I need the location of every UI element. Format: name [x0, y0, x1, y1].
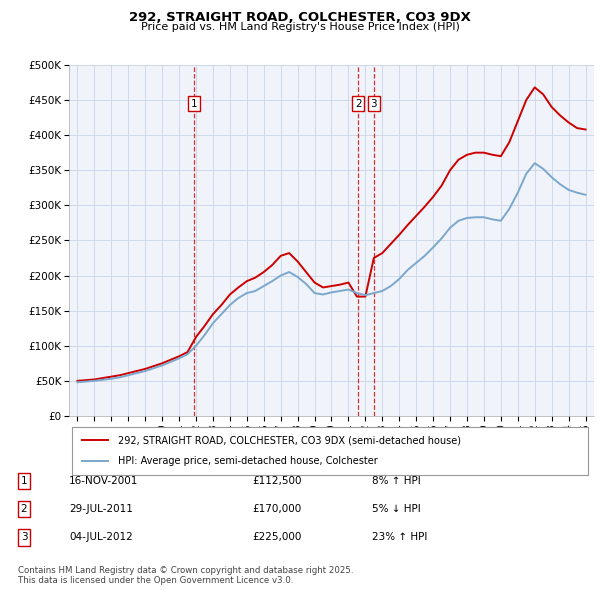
Text: 3: 3: [20, 533, 28, 542]
Text: 3: 3: [371, 99, 377, 109]
Text: 2: 2: [20, 504, 28, 514]
Text: 16-NOV-2001: 16-NOV-2001: [69, 476, 139, 486]
Text: 2: 2: [355, 99, 361, 109]
Text: 1: 1: [191, 99, 197, 109]
Text: 292, STRAIGHT ROAD, COLCHESTER, CO3 9DX: 292, STRAIGHT ROAD, COLCHESTER, CO3 9DX: [129, 11, 471, 24]
Text: 23% ↑ HPI: 23% ↑ HPI: [372, 533, 427, 542]
Text: 29-JUL-2011: 29-JUL-2011: [69, 504, 133, 514]
Text: 8% ↑ HPI: 8% ↑ HPI: [372, 476, 421, 486]
Text: Contains HM Land Registry data © Crown copyright and database right 2025.
This d: Contains HM Land Registry data © Crown c…: [18, 566, 353, 585]
Text: £170,000: £170,000: [252, 504, 301, 514]
Text: Price paid vs. HM Land Registry's House Price Index (HPI): Price paid vs. HM Land Registry's House …: [140, 22, 460, 32]
Text: 1: 1: [20, 476, 28, 486]
Text: £225,000: £225,000: [252, 533, 301, 542]
Text: HPI: Average price, semi-detached house, Colchester: HPI: Average price, semi-detached house,…: [118, 457, 378, 467]
Text: 5% ↓ HPI: 5% ↓ HPI: [372, 504, 421, 514]
Text: 292, STRAIGHT ROAD, COLCHESTER, CO3 9DX (semi-detached house): 292, STRAIGHT ROAD, COLCHESTER, CO3 9DX …: [118, 435, 461, 445]
Text: 04-JUL-2012: 04-JUL-2012: [69, 533, 133, 542]
Text: £112,500: £112,500: [252, 476, 302, 486]
